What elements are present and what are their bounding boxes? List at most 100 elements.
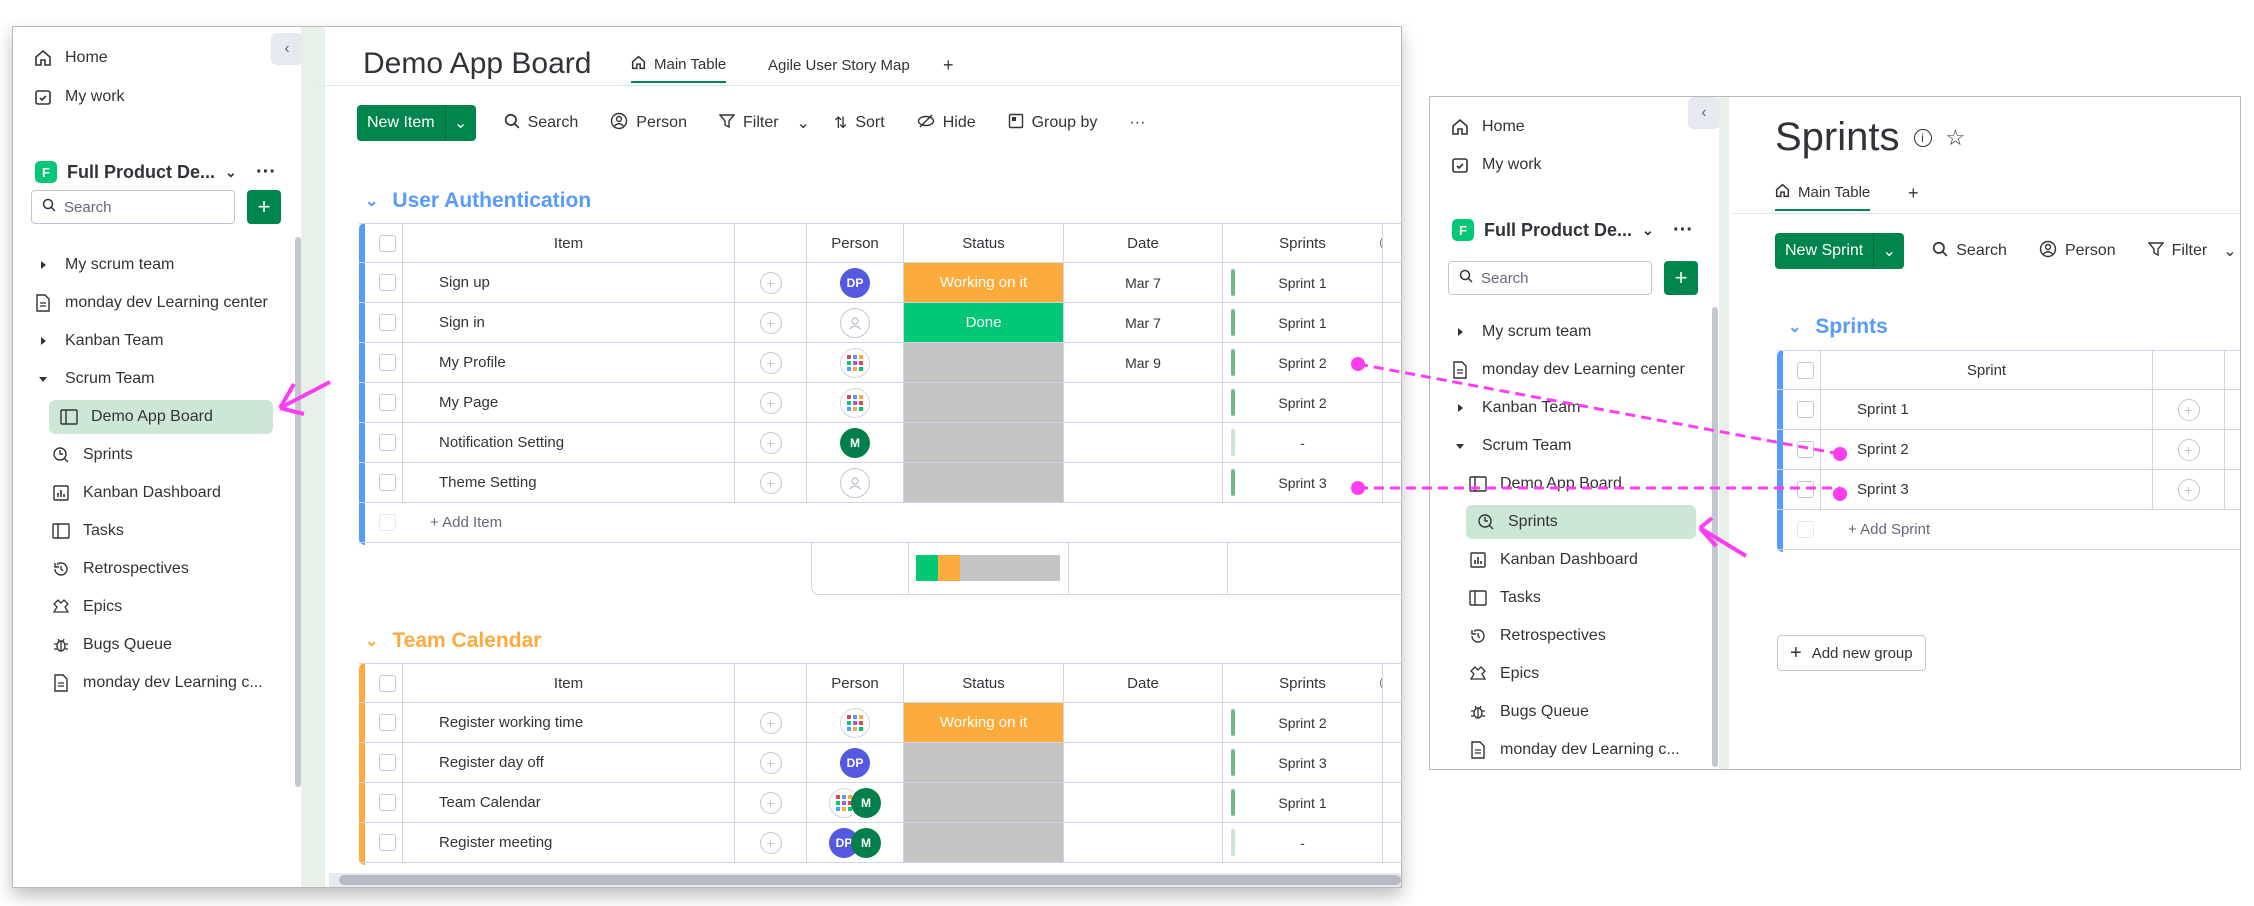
add-update-icon[interactable]: +	[759, 711, 782, 734]
cell-chk[interactable]	[1777, 390, 1821, 429]
avatar-dp[interactable]: DP	[840, 267, 870, 298]
cell-conv[interactable]: +	[735, 423, 807, 462]
star-icon[interactable]: ☆	[1945, 124, 1966, 150]
cell-person[interactable]	[807, 303, 904, 342]
filter-button[interactable]: Filter ⌄	[2147, 241, 2237, 262]
cell-status[interactable]: Done	[904, 303, 1064, 342]
group-by-button[interactable]: Group by	[1008, 113, 1097, 134]
cell-chk[interactable]	[359, 423, 403, 462]
cell-sprint[interactable]: Sprint 2	[1821, 430, 2153, 469]
cell-person[interactable]	[807, 463, 904, 502]
workspace-selector[interactable]: F Full Product De... ⌄	[35, 161, 237, 183]
cell-chk[interactable]	[359, 743, 403, 782]
cell-item[interactable]: Sign in	[403, 303, 735, 342]
cell-chk[interactable]	[359, 343, 403, 382]
header-cell-sprint[interactable]: Sprints i	[1223, 664, 1383, 702]
sidebar-home[interactable]: Home	[1450, 110, 1525, 144]
chevron-down-icon[interactable]: ⌄	[365, 633, 379, 650]
table-row[interactable]: My Profile + Mar 9 Sprint 2	[359, 343, 1401, 383]
cell-date[interactable]	[1064, 823, 1223, 862]
cell-status[interactable]	[904, 383, 1064, 422]
cell-date[interactable]	[1064, 743, 1223, 782]
avatar-empty[interactable]	[840, 307, 870, 338]
add-sprint-row[interactable]: + Add Sprint	[1777, 510, 2240, 550]
sidebar-item-kanban-dashboard[interactable]: Kanban Dashboard	[49, 476, 221, 510]
chevron-down-icon[interactable]: ⌄	[453, 115, 468, 132]
cell-item[interactable]: Sign up	[403, 263, 735, 302]
add-update-icon[interactable]: +	[2177, 398, 2200, 421]
row-checkbox[interactable]	[379, 794, 396, 811]
add-update-icon[interactable]: +	[759, 791, 782, 814]
sidebar-item-scrum-team[interactable]: Scrum Team	[31, 362, 155, 396]
select-all-checkbox[interactable]	[379, 674, 396, 692]
search-button[interactable]: Search	[1932, 241, 2007, 262]
sidebar-search-input[interactable]: Search	[31, 190, 235, 224]
cell-next[interactable]	[2225, 390, 2240, 429]
add-update-icon[interactable]: +	[2177, 478, 2200, 501]
tab-add-view[interactable]: +	[943, 47, 954, 83]
sidebar-item-kanban-dashboard[interactable]: Kanban Dashboard	[1466, 543, 1638, 577]
cell-status[interactable]: Working on it	[904, 263, 1064, 302]
cell-status[interactable]	[904, 743, 1064, 782]
cell-person[interactable]: DP	[807, 263, 904, 302]
add-update-icon[interactable]: +	[2177, 438, 2200, 461]
cell-conv[interactable]: +	[735, 743, 807, 782]
tab-story-map[interactable]: Agile User Story Map	[768, 47, 910, 83]
add-update-icon[interactable]: +	[759, 751, 782, 774]
cell-person[interactable]	[807, 343, 904, 382]
sidebar-search-input[interactable]: Search	[1448, 261, 1652, 295]
cell-conv[interactable]: +	[2153, 470, 2225, 509]
add-update-icon[interactable]: +	[759, 471, 782, 494]
select-all-checkbox[interactable]	[1797, 361, 1814, 379]
row-checkbox[interactable]	[379, 434, 396, 451]
cell-sprint[interactable]: Sprint 2	[1223, 703, 1383, 742]
row-checkbox[interactable]	[379, 354, 396, 371]
sidebar-home[interactable]: Home	[33, 41, 108, 75]
cell-item[interactable]: Register day off	[403, 743, 735, 782]
table-row[interactable]: Theme Setting + Sprint 3	[359, 463, 1401, 503]
group-title-sprints[interactable]: ⌄ Sprints	[1788, 315, 1888, 339]
table-row[interactable]: Sprint 3 +	[1777, 470, 2240, 510]
avatar-team[interactable]	[840, 387, 870, 418]
select-all-checkbox[interactable]	[379, 234, 396, 252]
cell-sprint[interactable]: Sprint 3	[1821, 470, 2153, 509]
sort-button[interactable]: ⇅ Sort	[834, 113, 885, 133]
sidebar-item-tasks[interactable]: Tasks	[1466, 581, 1541, 615]
row-checkbox[interactable]	[379, 834, 396, 851]
cell-chk[interactable]	[359, 303, 403, 342]
avatar-team[interactable]	[840, 707, 870, 738]
cell-conv[interactable]: +	[735, 823, 807, 862]
status-summary-bar[interactable]	[916, 555, 1060, 581]
horizontal-scrollbar[interactable]	[339, 875, 1401, 885]
sidebar-item-demo-app-board[interactable]: Demo App Board	[49, 400, 273, 434]
row-checkbox[interactable]	[1797, 441, 1814, 458]
cell-date[interactable]	[1064, 703, 1223, 742]
cell-conv[interactable]: +	[735, 463, 807, 502]
row-checkbox[interactable]	[1797, 401, 1814, 418]
cell-sprint[interactable]: Sprint 1	[1821, 390, 2153, 429]
tab-main-table[interactable]: Main Table	[1775, 175, 1871, 211]
cell-person[interactable]: DP M	[807, 823, 904, 862]
cell-item[interactable]: My Page	[403, 383, 735, 422]
sidebar-scrollbar[interactable]	[295, 237, 301, 787]
avatar-dp[interactable]: DP	[840, 747, 870, 778]
sidebar-item-retrospectives[interactable]: Retrospectives	[49, 552, 189, 586]
collapse-sidebar-button[interactable]: ‹	[1688, 97, 1720, 129]
table-row[interactable]: Sign up + DP Working on it Mar 7 Sprint 1	[359, 263, 1401, 303]
table-row[interactable]: Sprint 1 +	[1777, 390, 2240, 430]
cell-conv[interactable]: +	[2153, 430, 2225, 469]
cell-sprint[interactable]: Sprint 1	[1223, 303, 1383, 342]
table-row[interactable]: Sign in + Done Mar 7 Sprint 1	[359, 303, 1401, 343]
table-row[interactable]: Register working time + Working on it Sprin…	[359, 703, 1401, 743]
more-options-button[interactable]: ···	[1129, 114, 1145, 132]
row-checkbox[interactable]	[379, 314, 396, 331]
cell-person[interactable]	[807, 383, 904, 422]
cell-status[interactable]	[904, 783, 1064, 822]
add-item-row[interactable]: + Add Item	[359, 503, 1401, 543]
header-cell-chk[interactable]	[359, 224, 403, 262]
row-checkbox[interactable]	[379, 714, 396, 731]
cell-next[interactable]	[2225, 430, 2240, 469]
cell-item[interactable]: Theme Setting	[403, 463, 735, 502]
cell-sprint[interactable]: Sprint 1	[1223, 783, 1383, 822]
cell-status[interactable]: Working on it	[904, 703, 1064, 742]
